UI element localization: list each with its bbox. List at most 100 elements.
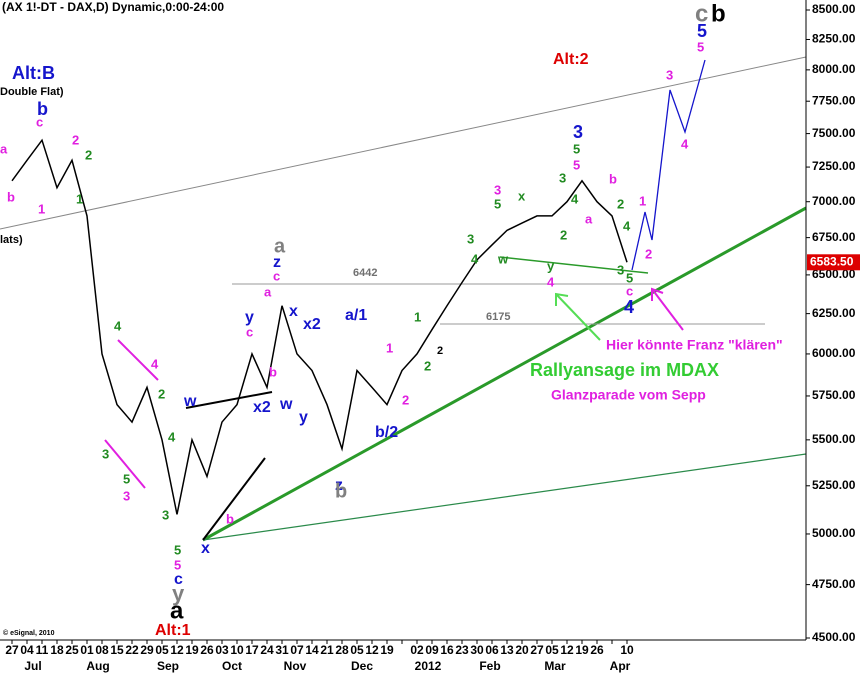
wave-label: 2	[617, 196, 624, 211]
y-tick-label: 8250.00	[812, 32, 856, 46]
wave-label: b	[37, 99, 48, 119]
wedge-line	[117, 339, 159, 381]
month-label: Dec	[351, 659, 373, 673]
wave-label: b	[335, 480, 347, 502]
wave-label: 4	[151, 356, 159, 371]
wave-label: 4	[681, 136, 689, 151]
x-tick-label: 11	[36, 643, 49, 657]
wave-label: 5	[174, 557, 181, 572]
wave-label: 4	[168, 429, 176, 444]
arrow	[555, 293, 601, 341]
wedge-line	[185, 391, 273, 409]
arrow	[651, 288, 684, 331]
wave-label: Alt:1	[155, 622, 191, 639]
x-tick-label: 19	[185, 643, 199, 657]
wave-label: 3	[666, 67, 673, 82]
month-label: Oct	[222, 659, 242, 673]
wave-label: 3	[617, 262, 624, 277]
wave-label: b	[7, 189, 15, 204]
month-label: 2012	[415, 659, 442, 673]
wave-label: 5	[494, 196, 501, 211]
wave-label: 6175	[486, 311, 510, 323]
x-tick-label: 18	[50, 643, 64, 657]
drawings	[0, 56, 807, 542]
wave-label: 3	[162, 507, 169, 522]
wave-label: 5	[697, 39, 704, 54]
x-tick-label: 05	[155, 643, 169, 657]
x-tick-label: 08	[95, 643, 109, 657]
wave-label: c	[273, 268, 280, 283]
x-tick-label: 14	[305, 643, 319, 657]
wave-label: 2	[437, 345, 443, 357]
wave-label: 3	[573, 122, 583, 142]
wave-label: Hier könnte Franz "klären"	[606, 337, 783, 353]
x-tick-label: 20	[515, 643, 529, 657]
wave-label: b/2	[375, 424, 398, 441]
y-tick-label: 4500.00	[812, 630, 856, 644]
wave-label: y	[547, 258, 555, 273]
x-tick-label: 28	[335, 643, 349, 657]
wave-label: 4	[471, 251, 479, 266]
wave-label: 4	[624, 297, 634, 317]
wave-label: 5	[697, 21, 707, 41]
x-tick-label: 04	[20, 643, 34, 657]
x-tick-label: 05	[350, 643, 364, 657]
wave-label: 2	[645, 246, 652, 261]
wave-label: a	[0, 141, 8, 156]
wave-label: 5	[626, 270, 633, 285]
wave-label: 3	[102, 446, 109, 461]
y-tick-label: 5250.00	[812, 478, 856, 492]
price-line	[11, 138, 628, 515]
wave-label: x2	[253, 399, 271, 416]
wave-label: y	[299, 409, 308, 426]
wave-label: 5	[174, 542, 181, 557]
wave-label: a/1	[345, 307, 367, 324]
last-price-label: 6583.50	[810, 254, 854, 268]
wave-label: c	[246, 324, 253, 339]
wave-label: b	[269, 364, 277, 379]
month-label: Nov	[284, 659, 307, 673]
wave-label: 3	[559, 170, 566, 185]
x-tick-label: 21	[320, 643, 334, 657]
wave-label: 5	[123, 471, 130, 486]
month-label: Aug	[86, 659, 109, 673]
x-tick-label: 06	[485, 643, 499, 657]
wave-label: 5	[573, 141, 580, 156]
wave-label: 2	[402, 392, 409, 407]
wave-label: 1	[76, 191, 83, 206]
x-tick-label: 01	[80, 643, 94, 657]
trendline	[202, 206, 807, 542]
wave-label: w	[497, 251, 509, 266]
y-tick-label: 7250.00	[812, 159, 856, 173]
wedge-line	[202, 457, 266, 541]
x-tick-label: 13	[500, 643, 514, 657]
wave-label: 4	[114, 318, 122, 333]
wave-label: 2	[560, 227, 567, 242]
wave-label: Alt:2	[553, 51, 589, 68]
wave-label: 2	[158, 386, 165, 401]
y-tick-label: 7000.00	[812, 194, 856, 208]
month-label: Jul	[24, 659, 41, 673]
y-tick-label: 6250.00	[812, 306, 856, 320]
x-tick-label: 24	[260, 643, 274, 657]
y-tick-label: 5500.00	[812, 432, 856, 446]
month-label: Feb	[479, 659, 500, 673]
wave-label: a	[264, 284, 272, 299]
upper-channel	[0, 56, 807, 230]
x-tick-label: 16	[440, 643, 454, 657]
x-tick-label: 27	[530, 643, 544, 657]
wave-label: 5	[573, 157, 580, 172]
x-tick-label: 31	[275, 643, 289, 657]
x-tick-label: 09	[425, 643, 439, 657]
y-tick-label: 4750.00	[812, 577, 856, 591]
wave-label: 4	[547, 274, 555, 289]
x-tick-label: 12	[170, 643, 184, 657]
wave-label: b	[226, 511, 234, 526]
arrow-head	[555, 292, 569, 306]
y-tick-label: 8500.00	[812, 2, 856, 16]
wave-label: 6442	[353, 267, 377, 279]
chart-title: (AX 1!-DT - DAX,D) Dynamic,0:00-24:00	[2, 0, 224, 14]
wave-label: 4	[623, 218, 631, 233]
